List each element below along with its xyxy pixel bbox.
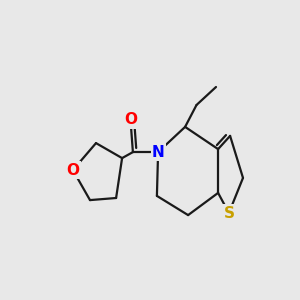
Text: O: O [124,112,137,128]
Text: O: O [66,163,80,178]
Text: N: N [152,145,164,160]
Text: S: S [224,206,234,220]
